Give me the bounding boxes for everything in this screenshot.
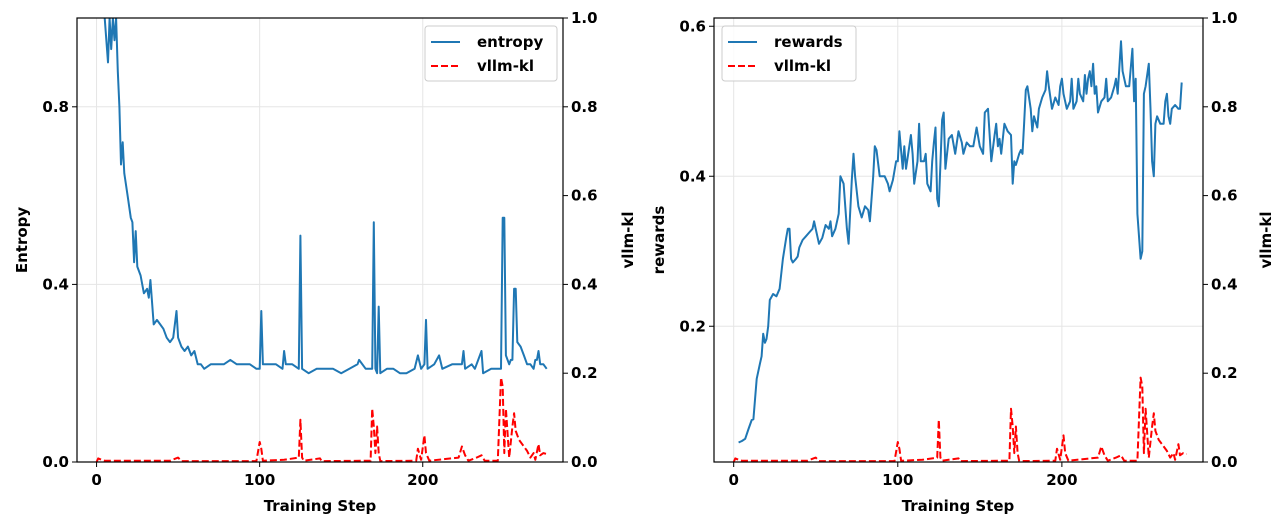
y-tick-label: 0.4 [42,275,69,293]
legend: rewards vllm-kl [721,25,857,82]
legend-box [424,25,558,82]
y-right-tick-label: 1.0 [571,9,598,27]
axes-frame [713,17,1204,463]
y-right-tick-label: 0.4 [1211,275,1238,293]
axes-frame [76,17,564,463]
y-right-tick-label: 0.6 [571,187,598,205]
y-right-tick-label: 0.0 [571,453,598,471]
y-axis-label: rewards [650,206,668,275]
legend-label: vllm-kl [774,57,831,75]
y-right-tick-label: 0.2 [571,364,598,382]
series-line-entropy [103,18,548,375]
y-tick-label: 0.2 [679,317,706,335]
series-line-vllm-kl [95,376,547,462]
y-right-tick-label: 0.4 [571,275,598,293]
series-line-vllm-kl [732,376,1187,462]
y-tick-label: 0.6 [679,17,706,35]
x-axis-label: Training Step [264,497,377,515]
x-tick-label: 200 [407,471,438,489]
legend-box [721,25,857,82]
y-right-tick-label: 0.2 [1211,364,1238,382]
y-axis-label: Entropy [13,207,31,274]
legend-label: rewards [774,33,843,51]
y-right-axis-label: vllm-kl [619,211,637,268]
subplot-entropy: 0 100 200 0.0 0.4 0.8 0.0 0.2 0.4 0.6 0.8 1.0 Traini… [13,9,637,515]
series-line-rewards [738,40,1183,444]
x-tick-label: 100 [244,471,275,489]
y-right-tick-label: 0.8 [1211,98,1238,116]
y-tick-label: 0.4 [679,167,706,185]
y-right-tick-label: 0.8 [571,98,598,116]
legend-label: entropy [477,33,543,51]
y-tick-label: 0.0 [42,453,69,471]
x-tick-label: 0 [91,471,101,489]
y-right-axis-label: vllm-kl [1257,211,1275,268]
x-axis-label: Training Step [902,497,1015,515]
legend: entropy vllm-kl [424,25,558,82]
y-right-tick-label: 0.6 [1211,187,1238,205]
y-right-tick-label: 0.0 [1211,453,1238,471]
x-tick-label: 200 [1046,471,1077,489]
x-tick-label: 0 [728,471,738,489]
subplot-rewards: 0 100 200 0.2 0.4 0.6 0.0 0.2 0.4 0.6 0.8 1.0 Traini… [650,9,1275,515]
legend-label: vllm-kl [477,57,534,75]
x-tick-label: 100 [882,471,913,489]
y-tick-label: 0.8 [42,98,69,116]
y-right-tick-label: 1.0 [1211,9,1238,27]
